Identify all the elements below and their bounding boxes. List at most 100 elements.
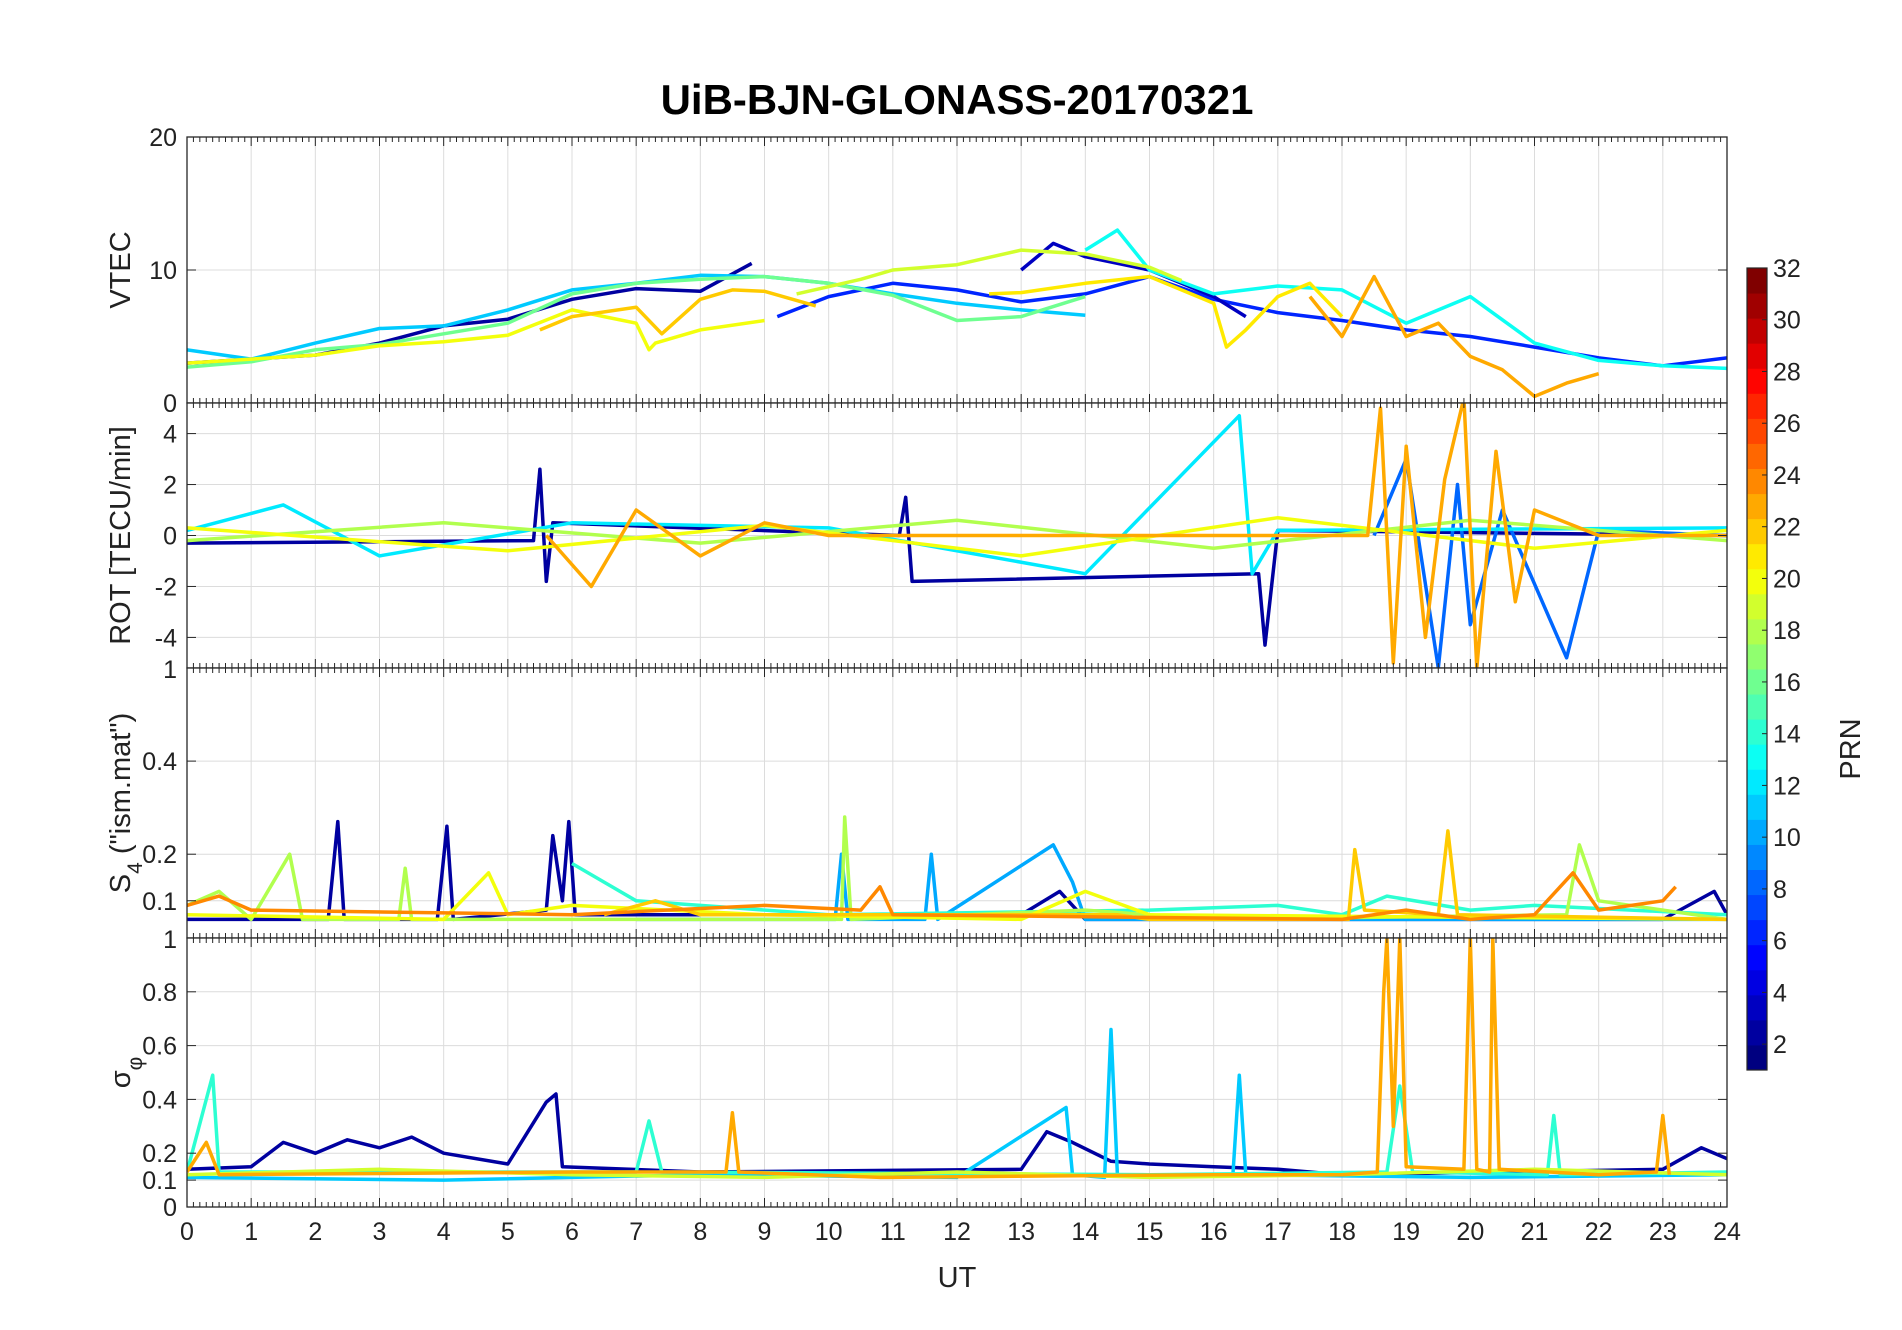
- series-line-prn-20: [187, 308, 765, 365]
- y-axis-label-vtec: VTEC: [105, 231, 137, 308]
- y-tick-label: 0: [163, 1194, 177, 1222]
- colorbar-segment: [1747, 493, 1767, 520]
- y-tick-label: 0.4: [142, 748, 177, 776]
- series-line-prn-23: [187, 938, 1672, 1180]
- colorbar-segment: [1747, 343, 1767, 369]
- colorbar-segment: [1747, 443, 1767, 469]
- colorbar-tick-label: 4: [1773, 979, 1787, 1007]
- y-tick-label: 0.2: [142, 1140, 177, 1168]
- series-line-prn-13: [1084, 228, 1727, 371]
- y-axis-label-sigma: σφ: [105, 1057, 147, 1089]
- panel-sigma: 00.10.2 0.4 0.6 0.8 1 σφ: [105, 926, 1728, 1222]
- series-line-prn-11: [187, 1027, 1727, 1182]
- panel-rot: -4 -2 0 2 4 ROT [TECU/min]: [105, 402, 1728, 669]
- x-tick-label: 20: [1456, 1218, 1484, 1246]
- colorbar-segment: [1747, 694, 1767, 720]
- colorbar-segment: [1747, 1019, 1767, 1046]
- y-tick-label: 0.6: [142, 1033, 177, 1061]
- x-tick-label: 15: [1136, 1218, 1164, 1246]
- series-line-prn-2: [187, 467, 1727, 647]
- colorbar-segment: [1747, 318, 1767, 344]
- panel-s4: 0.1 0.2 0.4 1 S4 ("ism.mat"): [105, 656, 1728, 939]
- y-tick-label: 0.1: [142, 1167, 177, 1195]
- colorbar-tick-label: 26: [1773, 410, 1801, 438]
- colorbar-tick-label: 6: [1773, 928, 1787, 956]
- y-axis-label-main: S: [105, 874, 137, 893]
- y-tick-label: 0.2: [142, 841, 177, 869]
- y-tick-label: 0.1: [142, 888, 177, 916]
- colorbar-tick-label: 18: [1773, 617, 1801, 645]
- y-tick-label: -4: [155, 624, 177, 652]
- colorbar-tick-label: 24: [1773, 462, 1801, 490]
- x-tick-label: 7: [629, 1218, 643, 1246]
- series-line-prn-23: [1308, 274, 1600, 399]
- x-tick-label: 6: [565, 1218, 579, 1246]
- colorbar-segment: [1747, 669, 1767, 695]
- y-tick-label-top: 1: [163, 926, 177, 954]
- colorbar-segment: [1747, 819, 1767, 845]
- colorbar-segment: [1747, 418, 1767, 444]
- chart-title: UiB-BJN-GLONASS-20170321: [661, 76, 1254, 123]
- colorbar-tick-label: 16: [1773, 669, 1801, 697]
- colorbar-tick-label: 10: [1773, 824, 1801, 852]
- series-line-prn-23: [544, 403, 1727, 668]
- panel-vtec: 0 10 20 VTEC: [105, 124, 1728, 418]
- y-tick-label: 20: [149, 124, 177, 152]
- x-tick-label: 8: [693, 1218, 707, 1246]
- colorbar-segment: [1747, 393, 1767, 419]
- y-tick-label: -2: [155, 573, 177, 601]
- x-tick-label: 17: [1264, 1218, 1292, 1246]
- colorbar-segment: [1747, 869, 1767, 896]
- y-tick-label: 2: [163, 472, 177, 500]
- x-tick-label: 14: [1071, 1218, 1099, 1246]
- colorbar-segment: [1747, 518, 1767, 545]
- x-tick-label: 5: [501, 1218, 515, 1246]
- series-line-prn-21: [989, 274, 1344, 349]
- x-tick-label: 19: [1392, 1218, 1420, 1246]
- x-tick-label: 3: [373, 1218, 387, 1246]
- colorbar-segment: [1747, 268, 1767, 294]
- colorbar-tick-label: 2: [1773, 1031, 1787, 1059]
- series-line-prn-14: [571, 861, 1727, 917]
- y-tick-label-top: 1: [163, 656, 177, 684]
- colorbar-segment: [1747, 1044, 1767, 1071]
- x-tick-label: 13: [1007, 1218, 1035, 1246]
- colorbar-segment: [1747, 744, 1767, 770]
- x-tick-label: 21: [1521, 1218, 1549, 1246]
- colorbar-label: PRN: [1835, 718, 1867, 779]
- series-line-prn-22: [539, 288, 817, 336]
- y-axis-label-s4: S4 ("ism.mat"): [105, 713, 147, 894]
- series-line-prn-18: [187, 815, 1727, 922]
- series-line-prn-22: [603, 829, 1727, 922]
- colorbar-tick-label: 22: [1773, 514, 1801, 542]
- series-line-prn-16: [187, 274, 1086, 369]
- colorbar-segment: [1747, 994, 1767, 1021]
- y-tick-label: 4: [163, 421, 177, 449]
- series-group: [187, 815, 1727, 922]
- x-tick-label: 2: [308, 1218, 322, 1246]
- colorbar-segment: [1747, 643, 1767, 670]
- x-axis-label: UT: [938, 1262, 977, 1294]
- colorbar-segment: [1747, 844, 1767, 870]
- colorbar-segment: [1747, 368, 1767, 394]
- colorbar-segment: [1747, 719, 1767, 745]
- x-tick-label: 23: [1649, 1218, 1677, 1246]
- series-group: [187, 228, 1727, 399]
- series-line-prn-20: [187, 515, 1727, 558]
- y-tick-label: 0: [163, 523, 177, 551]
- series-group: [187, 938, 1727, 1182]
- y-tick-label: 0.8: [142, 979, 177, 1007]
- series-line-prn-19: [796, 248, 1183, 296]
- y-axis-label-sub: 4: [124, 862, 147, 874]
- series-line-prn-24: [187, 871, 1677, 922]
- y-axis-label-main: σ: [105, 1070, 137, 1088]
- y-tick-label: 0: [163, 390, 177, 418]
- colorbar-segment: [1747, 794, 1767, 820]
- x-tick-label: 0: [180, 1218, 194, 1246]
- colorbar-tick-label: 12: [1773, 772, 1801, 800]
- series-group: [187, 403, 1727, 668]
- colorbar-segment: [1747, 468, 1767, 495]
- x-tick-label: 10: [815, 1218, 843, 1246]
